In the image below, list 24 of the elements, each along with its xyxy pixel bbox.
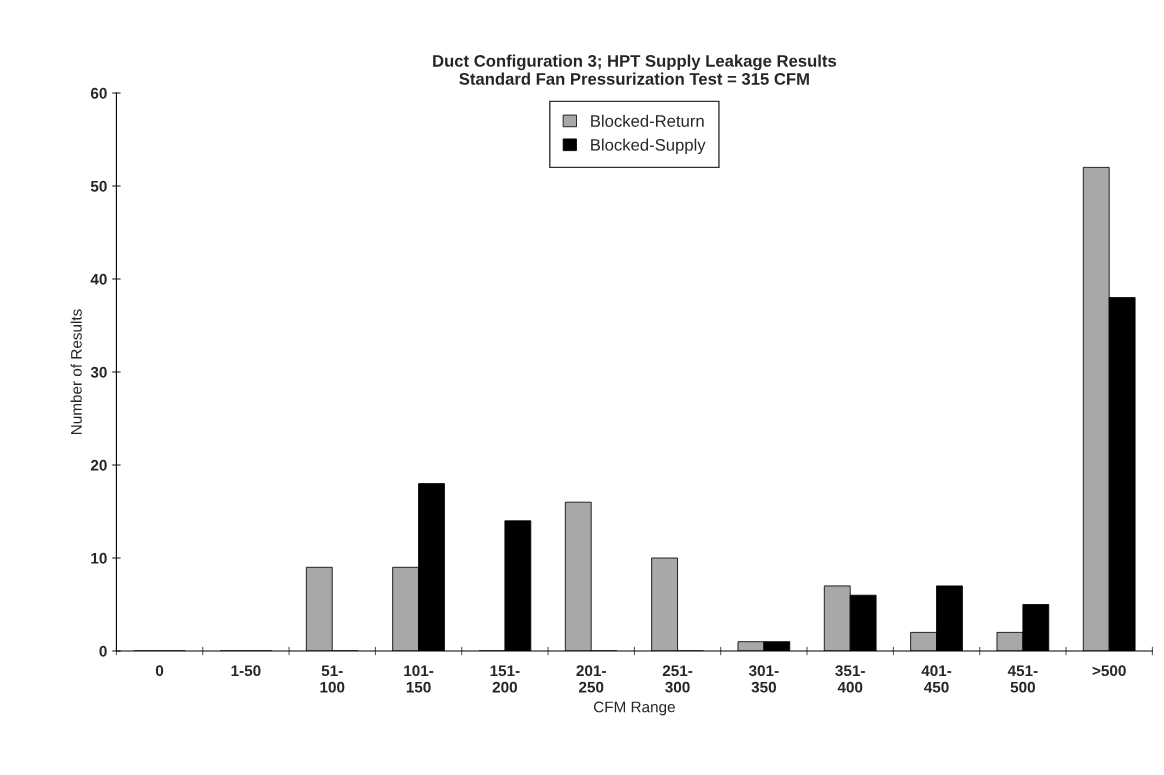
x-tick-label: 401- 450 bbox=[921, 665, 952, 693]
chart-title: Duct Configuration 3; HPT Supply Leakage Results Standard Fan Pressurization Test = 315 CFM bbox=[433, 54, 837, 85]
x-axis-title: CFM Range bbox=[593, 701, 675, 716]
x-tick-label: 51- 100 bbox=[320, 665, 345, 693]
y-tick-label: 30 bbox=[90, 366, 107, 378]
x-tick-label: 451- 500 bbox=[1007, 665, 1038, 693]
x-tick-label: 201- 250 bbox=[576, 665, 606, 693]
y-tick-label: 60 bbox=[90, 87, 107, 99]
y-tick-label: 40 bbox=[90, 273, 107, 285]
legend-label: Blocked-Return bbox=[591, 114, 704, 127]
x-tick-label: 251- 300 bbox=[662, 665, 693, 693]
y-tick-label: 0 bbox=[99, 645, 107, 657]
y-tick-label: 10 bbox=[91, 552, 107, 564]
y-tick-label: 20 bbox=[90, 459, 107, 471]
x-tick-label: >500 bbox=[1092, 665, 1126, 677]
legend-label: Blocked-Supply bbox=[591, 138, 706, 155]
x-tick-label: 1-50 bbox=[231, 665, 261, 677]
x-tick-label: 301- 350 bbox=[748, 665, 779, 693]
y-tick-label: 50 bbox=[90, 180, 107, 192]
x-tick-label: 101- 150 bbox=[404, 665, 434, 693]
x-tick-label: 351- 400 bbox=[835, 665, 865, 693]
y-axis-title: Number of Results bbox=[70, 309, 82, 434]
x-tick-label: 0 bbox=[155, 665, 164, 677]
x-tick-label: 151- 200 bbox=[490, 665, 520, 693]
